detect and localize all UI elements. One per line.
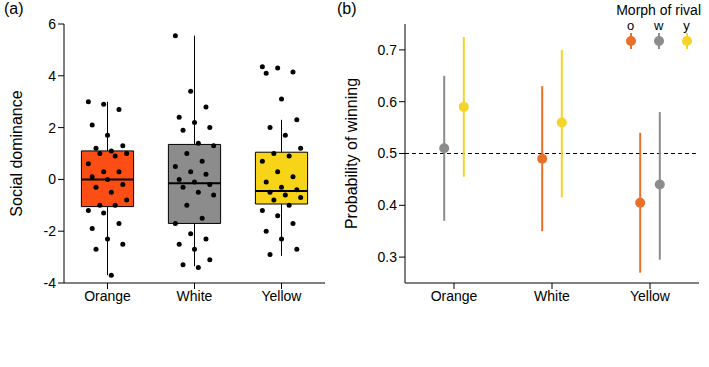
svg-text:0: 0 (48, 171, 56, 187)
svg-text:0.7: 0.7 (378, 42, 398, 58)
svg-text:Social dominance: Social dominance (8, 90, 25, 216)
svg-text:0.6: 0.6 (378, 94, 398, 110)
svg-text:Yellow: Yellow (262, 288, 303, 304)
svg-text:White: White (534, 288, 570, 304)
html-text:(a): (a) (4, 0, 24, 17)
svg-text:0.3: 0.3 (378, 249, 398, 265)
html-text:Morph of rival: Morph of rival (616, 2, 701, 18)
svg-text:Yellow: Yellow (630, 288, 671, 304)
html-text:(b): (b) (337, 0, 357, 17)
html-text:y: y (683, 18, 690, 33)
svg-text:-4: -4 (44, 275, 57, 291)
svg-text:-2: -2 (44, 223, 57, 239)
html-text:w: w (653, 18, 664, 33)
svg-text:6: 6 (48, 16, 56, 32)
svg-text:2: 2 (48, 120, 56, 136)
html-text:o: o (627, 18, 635, 33)
svg-text:4: 4 (48, 68, 56, 84)
svg-text:Orange: Orange (84, 288, 131, 304)
svg-text:0.5: 0.5 (378, 145, 398, 161)
svg-text:0.4: 0.4 (378, 197, 398, 213)
svg-text:Probability of winning: Probability of winning (343, 78, 360, 229)
svg-text:Orange: Orange (431, 288, 478, 304)
svg-text:White: White (177, 288, 213, 304)
